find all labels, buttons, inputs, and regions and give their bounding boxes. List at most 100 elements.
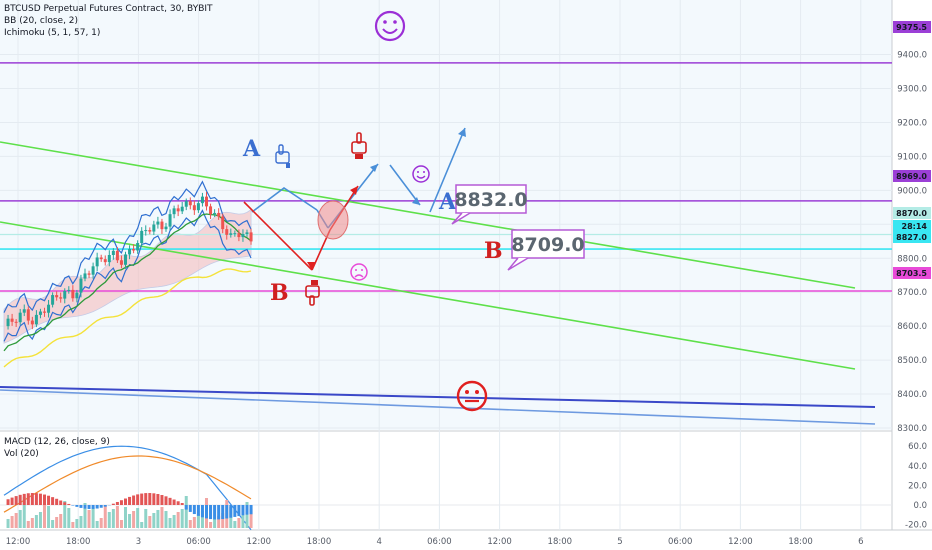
- volume-bar: [237, 518, 241, 528]
- callout-8709[interactable]: 8709.0: [507, 229, 585, 271]
- ichimoku-cloud: [3, 208, 252, 344]
- volume-bar: [196, 514, 200, 528]
- happy-face-small-icon: [412, 165, 430, 183]
- histogram-bar: [229, 505, 233, 518]
- histogram-bar: [18, 494, 22, 505]
- volume-bar: [83, 503, 87, 528]
- pivot-highlight-circle[interactable]: [317, 200, 349, 240]
- price-tag: [893, 170, 931, 182]
- candle-body: [43, 311, 46, 313]
- histogram-bar: [14, 496, 18, 505]
- histogram-bar: [87, 505, 91, 509]
- blue-trendline-light[interactable]: [0, 389, 876, 425]
- volume-bar: [128, 514, 132, 528]
- volume-bar: [209, 522, 213, 528]
- price-tag: [893, 267, 931, 279]
- candle-body: [34, 314, 38, 325]
- price-tick-label: 9300.0: [897, 85, 927, 95]
- volume-bar: [241, 515, 245, 528]
- price-tick-label: 9000.0: [897, 186, 927, 196]
- price-tag: [893, 220, 931, 232]
- candle-body: [192, 205, 196, 211]
- volume-bar: [67, 508, 71, 528]
- candle-body: [128, 248, 132, 255]
- histogram-bar: [115, 501, 119, 505]
- histogram-bar: [233, 505, 237, 517]
- histogram-bar: [83, 505, 87, 509]
- candle-body: [164, 226, 168, 230]
- symbol-title: BTCUSD Perpetual Futures Contract, 30, B…: [4, 4, 213, 14]
- price-tag-label: 8827.0: [896, 233, 927, 242]
- histogram-bar: [71, 505, 75, 506]
- price-tag: [893, 231, 931, 243]
- candle-body: [107, 254, 111, 263]
- histogram-bar: [164, 496, 168, 505]
- time-tick-label: 06:00: [186, 537, 211, 547]
- blue-trendline-dark[interactable]: [0, 386, 876, 408]
- histogram-bar: [43, 494, 46, 505]
- volume-bar: [119, 520, 123, 528]
- volume-bar: [47, 506, 51, 528]
- macd-indicator-label: MACD (12, 26, close, 9): [4, 437, 110, 447]
- callout-8832[interactable]: 8832.0: [451, 184, 528, 225]
- price-axis[interactable]: [892, 0, 932, 530]
- bollinger-upper: [3, 180, 252, 313]
- time-tick-label: 18:00: [788, 537, 813, 547]
- histogram-bar: [132, 495, 136, 505]
- volume-bar: [172, 515, 176, 528]
- volume-bar: [71, 522, 75, 528]
- candle-body: [26, 309, 30, 321]
- candle-body: [229, 233, 233, 235]
- candle-body: [184, 201, 188, 207]
- volume-bar: [75, 519, 79, 528]
- volume-bar: [176, 512, 180, 528]
- volume-bar: [124, 507, 127, 528]
- histogram-bar: [205, 505, 208, 519]
- time-tick-label: 06:00: [668, 537, 693, 547]
- histogram-bar: [79, 505, 83, 508]
- price-tick-label: 9200.0: [897, 118, 927, 128]
- blue-arrow-segment-5[interactable]: [429, 127, 466, 213]
- macd-tick-label: 0.0: [913, 501, 927, 511]
- histogram-bar: [63, 502, 67, 505]
- histogram-bar: [192, 505, 196, 515]
- candle-body: [205, 196, 208, 207]
- histogram-bar: [128, 496, 132, 505]
- blue-arrow-segment-1[interactable]: [251, 187, 318, 213]
- green-channel-lower[interactable]: [0, 221, 856, 370]
- volume-bar: [6, 519, 10, 528]
- volume-bars: [6, 496, 253, 528]
- macd-tick-label: 40.0: [908, 462, 927, 472]
- blue-arrow-segment-4[interactable]: [389, 164, 421, 206]
- time-tick-label: 18:00: [307, 537, 332, 547]
- histogram-bar: [95, 505, 99, 509]
- macd-tick-label: 60.0: [908, 442, 927, 452]
- price-pane[interactable]: [0, 0, 892, 430]
- green-channel-upper[interactable]: [0, 141, 856, 289]
- ichimoku-indicator-label: Ichimoku (5, 1, 57, 1): [4, 28, 100, 38]
- candle-body: [18, 312, 22, 323]
- volume-bar: [233, 521, 237, 528]
- volume-bar: [132, 511, 136, 528]
- price-tick-label: 8500.0: [897, 356, 927, 366]
- price-tag-label: 9375.5: [896, 23, 927, 32]
- time-tick-label: 3: [136, 537, 141, 547]
- volume-bar: [51, 520, 55, 528]
- scenario-drawings[interactable]: A B A B: [242, 10, 585, 412]
- blue-arrowhead-2: [412, 197, 420, 205]
- blue-arrowhead-3: [458, 128, 466, 137]
- volume-bar: [95, 521, 99, 528]
- candle-body: [63, 290, 67, 299]
- histogram-bar: [103, 505, 107, 507]
- histogram-bar: [124, 498, 127, 505]
- candle-body: [209, 206, 213, 215]
- red-arrow-segment-1[interactable]: [243, 201, 313, 271]
- bollinger-lower: [3, 209, 252, 342]
- price-tick-label: 8300.0: [897, 424, 927, 434]
- candle-body: [119, 260, 123, 265]
- histogram-bar: [160, 495, 164, 505]
- candle-body: [241, 234, 245, 238]
- macd-pane[interactable]: [0, 432, 892, 530]
- volume-bar: [79, 516, 83, 528]
